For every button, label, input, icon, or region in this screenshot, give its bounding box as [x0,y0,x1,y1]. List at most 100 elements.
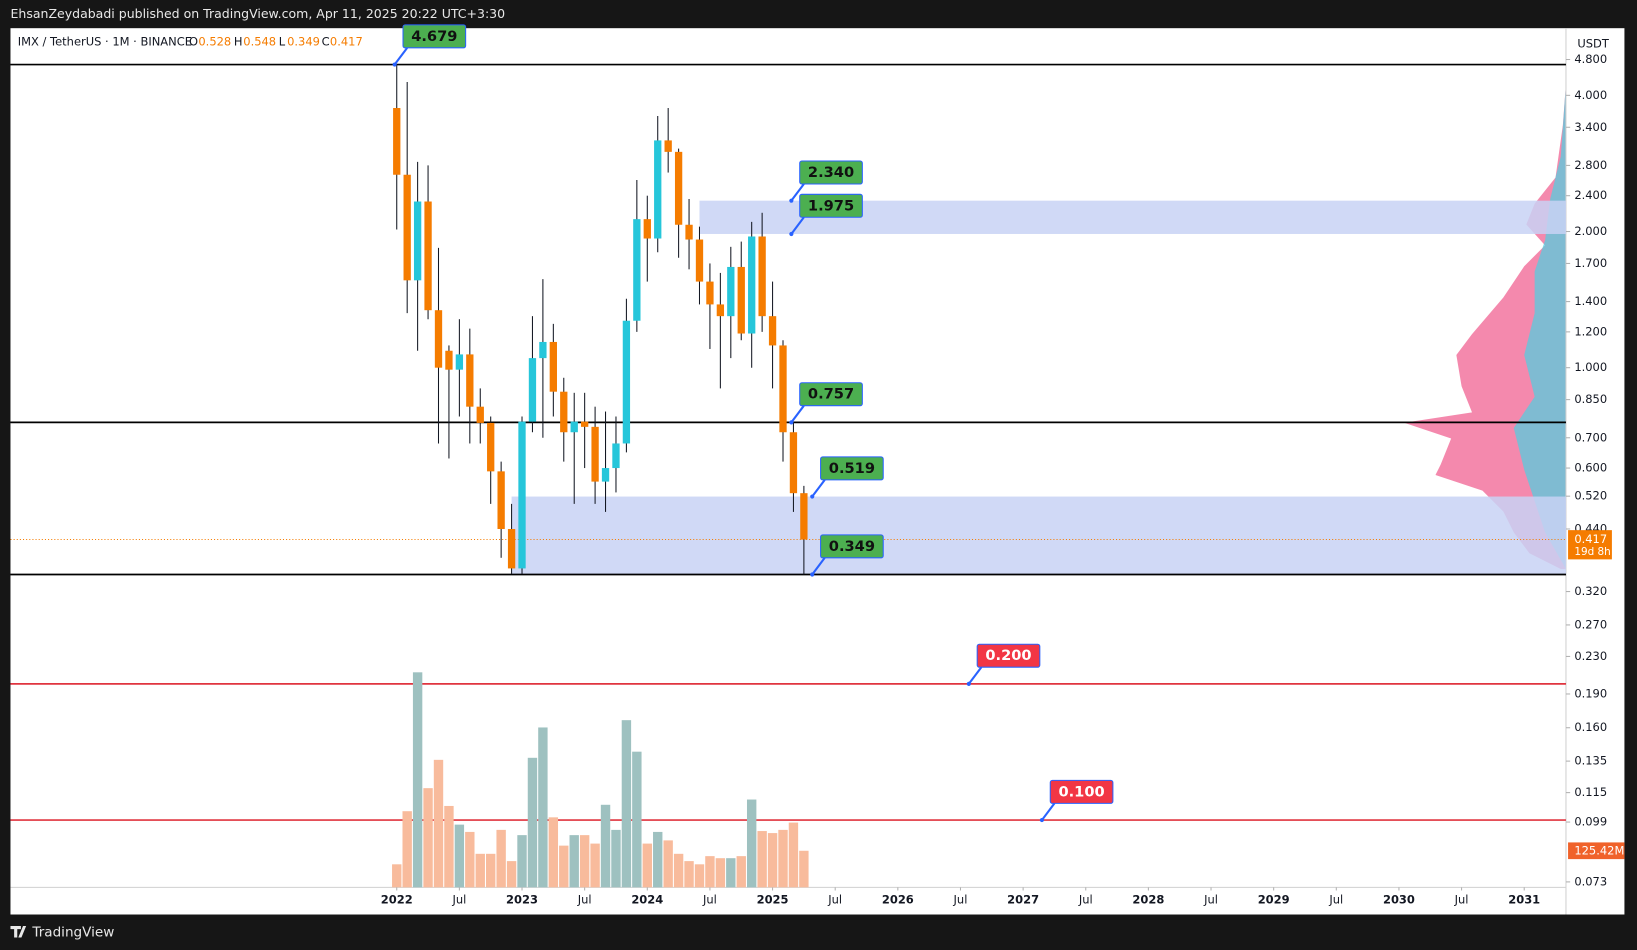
candle-body [768,316,777,346]
candle-body [528,358,537,422]
y-tick-label: 2.400 [1574,188,1607,202]
volume-bar [496,829,506,888]
candle-body [507,528,516,569]
volume-bar [548,817,559,888]
volume-bar [517,835,527,888]
candle-body [612,443,620,469]
volume-bar [392,864,402,888]
callout-label: 0.349 [829,538,875,555]
candle-body [518,421,526,569]
candle-body [570,421,578,433]
volume-bar [746,799,757,888]
candle-body [758,236,766,317]
volume-bar [767,833,778,888]
volume-bar [579,835,590,888]
candle-body [674,151,683,225]
callout-label: 0.100 [1058,783,1104,800]
x-tick-label: 2025 [757,892,789,906]
y-tick-label: 2.800 [1574,158,1607,172]
volume-bar [559,845,569,888]
volume-bar [506,861,517,888]
y-tick-label: 3.400 [1574,120,1607,134]
volume-bar [673,853,684,888]
price-tag [1568,530,1612,560]
volume-bar [663,840,673,888]
x-tick-label: 2026 [882,892,914,906]
candle-body [403,174,411,281]
y-tick-label: 0.520 [1574,489,1607,503]
callout-label: 1.975 [808,197,854,214]
brand-logo [10,925,27,938]
price-tag-label: 0.417 [1574,532,1607,546]
ohlc-letter: C [322,34,330,48]
ohlc-value: 0.548 [243,34,276,48]
candle-body [413,201,422,281]
candle-body [445,350,453,370]
publisher: EhsanZeydabadi published on TradingView.… [10,6,505,21]
volume-bar [726,858,736,888]
y-tick-label: 0.850 [1574,392,1607,406]
volume-bar [402,811,412,888]
volume-tag [1568,842,1625,860]
y-tick-label: 0.073 [1574,874,1607,888]
x-tick-label: Jul [953,892,968,906]
y-tick-label: 4.800 [1574,52,1607,66]
candle-body [633,219,641,321]
callout-dot [966,681,971,686]
candle-body [560,391,568,433]
volume-bar [705,856,715,888]
candle-body [800,493,808,540]
volume-bar [433,759,444,888]
callout-pointer [790,405,805,424]
volume-bar [423,788,433,888]
x-tick-label: Jul [1203,892,1218,906]
candle-body [622,320,631,444]
x-tick-label: 2027 [1007,892,1039,906]
volume-tag-label: 125.42M [1574,843,1624,857]
callout-dot [810,572,815,577]
volume-bar [412,672,423,888]
ohlc-letter: L [279,34,286,48]
ohlc-letter: O [189,34,198,48]
candle-body [434,310,443,368]
candle-body [549,341,557,392]
volume-bar [527,757,538,888]
candle-body [424,201,432,311]
callout-box [799,160,863,185]
y-tick-label: 1.200 [1574,324,1607,338]
y-tick-label: 0.270 [1574,617,1607,631]
volume-bar [736,856,746,888]
volume-bar [642,843,652,888]
candle-body [789,432,798,494]
x-tick-label: 2031 [1508,892,1540,906]
y-tick-label: 0.230 [1574,649,1607,663]
callout-dot [392,62,397,67]
volume-bar [486,853,496,888]
callout-dot [1039,817,1044,823]
candle-body [455,354,464,370]
candle-body [476,406,484,423]
x-tick-label: 2029 [1258,892,1290,906]
currency: USDT [1577,36,1610,50]
candle-body [466,354,474,407]
y-tick-label: 1.700 [1574,256,1607,270]
volume-bar [757,831,767,888]
volume-bar [444,805,454,888]
y-tick-label: 0.190 [1574,686,1607,700]
callout-box [799,382,863,407]
volume-bar [569,835,579,888]
y-tick-label: 1.400 [1574,294,1607,308]
y-tick-label: 0.099 [1574,815,1607,829]
candle-body [487,422,495,472]
y-tick-label: 2.000 [1574,224,1607,238]
callout-pointer [811,557,826,576]
candle-body [685,224,693,240]
callout-pointer [967,666,983,685]
x-tick-label: 2023 [506,892,538,906]
callout-pointer [790,183,805,202]
callout-pointer [790,216,805,235]
volume-bar [611,829,621,888]
candle-body [727,266,735,317]
x-tick-label: 2028 [1132,892,1164,906]
